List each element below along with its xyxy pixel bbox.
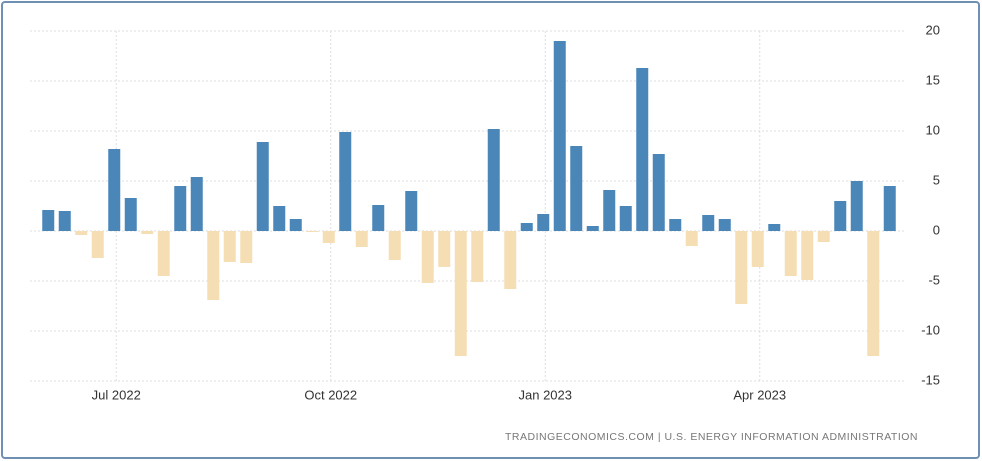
bar bbox=[652, 154, 665, 231]
bar bbox=[454, 231, 467, 356]
y-tick-label: 0 bbox=[933, 222, 940, 237]
bar bbox=[619, 206, 632, 231]
bar bbox=[405, 191, 418, 231]
bar bbox=[141, 231, 154, 234]
source: TRADINGECONOMICS.COM | U.S. ENERGY INFOR… bbox=[505, 431, 918, 443]
bar bbox=[603, 190, 616, 231]
bar bbox=[520, 223, 533, 231]
bar bbox=[883, 186, 896, 231]
x-tick-label: Apr 2023 bbox=[733, 387, 786, 402]
bar bbox=[768, 224, 781, 231]
bar bbox=[850, 181, 863, 231]
bar bbox=[289, 219, 302, 231]
bar bbox=[751, 231, 764, 267]
bar bbox=[157, 231, 170, 276]
bar bbox=[91, 231, 104, 258]
x-tick-label: Jan 2023 bbox=[519, 387, 573, 402]
bar bbox=[108, 149, 121, 231]
y-tick-label: -5 bbox=[928, 272, 940, 287]
bar bbox=[372, 205, 385, 231]
bar bbox=[471, 231, 484, 282]
bar bbox=[784, 231, 797, 276]
bar bbox=[124, 198, 137, 231]
bar bbox=[801, 231, 814, 280]
x-tick-label: Oct 2022 bbox=[304, 387, 357, 402]
bar bbox=[553, 41, 566, 231]
bar bbox=[339, 132, 352, 231]
bar bbox=[537, 214, 550, 231]
bar bbox=[586, 226, 599, 231]
bar bbox=[306, 231, 319, 232]
bar bbox=[355, 231, 368, 247]
x-tick-label: Jul 2022 bbox=[92, 387, 141, 402]
bar bbox=[388, 231, 401, 260]
bar bbox=[58, 211, 71, 231]
bar bbox=[487, 129, 500, 231]
y-tick-label: 10 bbox=[926, 122, 940, 137]
y-tick-label: -15 bbox=[921, 372, 940, 387]
bar bbox=[702, 215, 715, 231]
y-tick-label: -10 bbox=[921, 322, 940, 337]
bar bbox=[438, 231, 451, 267]
bar bbox=[669, 219, 682, 231]
y-tick-label: 5 bbox=[933, 172, 940, 187]
bar bbox=[322, 231, 335, 243]
bar bbox=[223, 231, 236, 262]
y-tick-label: 15 bbox=[926, 72, 940, 87]
bar bbox=[256, 142, 269, 231]
bar bbox=[570, 146, 583, 231]
bar bbox=[190, 177, 203, 231]
bar bbox=[834, 201, 847, 231]
bar bbox=[867, 231, 880, 356]
bar bbox=[240, 231, 253, 263]
bar bbox=[685, 231, 698, 246]
bar bbox=[636, 68, 649, 231]
bar bbox=[817, 231, 830, 242]
bar bbox=[174, 186, 187, 231]
bar bbox=[718, 219, 731, 231]
bar bbox=[273, 206, 286, 231]
y-tick-label: 20 bbox=[926, 22, 940, 37]
bar bbox=[504, 231, 517, 289]
bar bbox=[421, 231, 434, 283]
bar bbox=[735, 231, 748, 304]
bar bbox=[42, 210, 55, 231]
bar bbox=[207, 231, 220, 300]
bar bbox=[75, 231, 88, 235]
